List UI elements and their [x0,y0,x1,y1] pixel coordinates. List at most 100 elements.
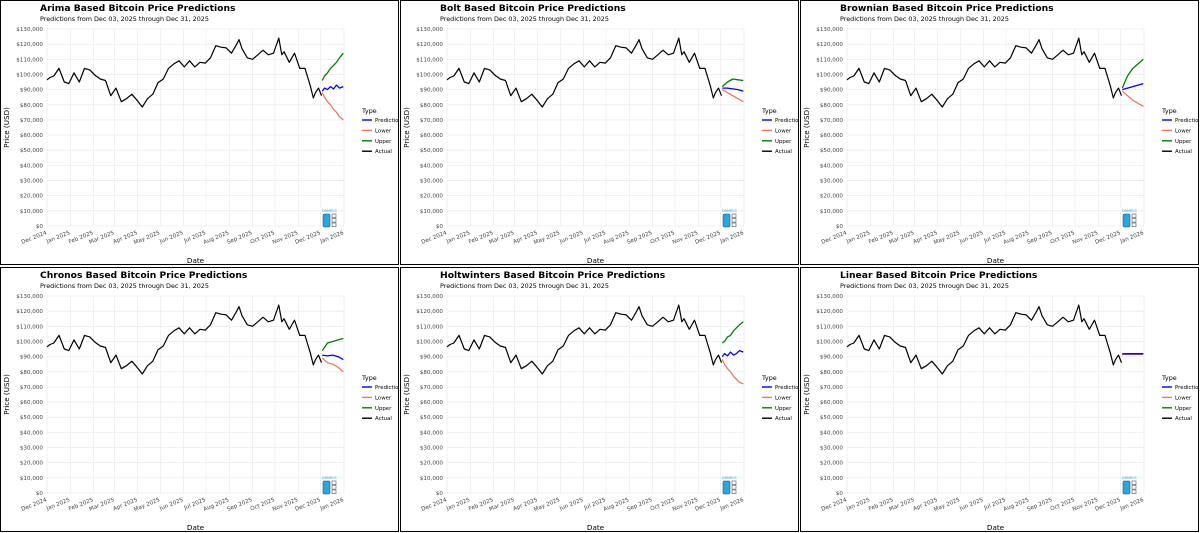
y-tick-label: $0 [36,224,44,230]
chart-svg: $0 $10,000 $20,000 $30,000 $40,000 $50,000 $60… [2,294,398,531]
x-tick-label: May 2025 [133,497,161,513]
series-line-lower [721,89,744,103]
chart-svg: $0 $10,000 $20,000 $30,000 $40,000 $50,000 $60… [802,27,1199,264]
y-tick-label: $30,000 [20,179,44,185]
y-tick-label: $40,000 [820,430,844,436]
y-tick-label: $80,000 [420,370,444,376]
y-tick-label: $120,000 [816,309,843,315]
chart-title: Bolt Based Bitcoin Price Predictions [440,3,626,14]
x-tick-label: Sep 2025 [1026,230,1053,246]
series-line-actual [46,304,323,375]
series-line-lower [721,359,744,385]
legend-entry-label: Prediction [375,118,399,124]
series-line-actual [846,304,1123,375]
chart-title: Linear Based Bitcoin Price Predictions [840,270,1038,281]
watermark-device-icon [1122,213,1131,228]
y-tick-label: $10,000 [20,476,44,482]
legend-entry-label: Prediction [775,385,799,391]
y-axis-label: Price (USD) [2,374,11,415]
watermark-block-icon [731,213,737,218]
watermark-block-icon [1131,489,1137,494]
chart-panel: $0 $10,000 $20,000 $30,000 $40,000 $50,000 $60… [400,267,799,532]
x-axis-label: Date [187,256,205,265]
watermark-label: DRMRCS [722,476,737,480]
watermark-device-icon [722,480,731,495]
x-tick-label: Dec 2024 [421,230,449,246]
watermark-label: DRMRCS [1122,209,1137,213]
x-tick-label: Jan 2025 [845,497,871,512]
y-tick-label: $60,000 [20,400,44,406]
y-tick-label: $50,000 [820,415,844,421]
x-tick-label: Aug 2025 [603,497,631,513]
legend-title: Type [761,374,777,382]
watermark-label: DRMRCS [722,209,737,213]
y-axis-label: Price (USD) [402,107,411,148]
chart-panel: $0 $10,000 $20,000 $30,000 $40,000 $50,000 $60… [400,0,799,265]
y-tick-label: $100,000 [416,339,443,345]
y-tick-label: $0 [436,491,444,497]
legend-entry-label: Actual [775,149,792,155]
legend-entry-label: Actual [775,416,792,422]
legend-title: Type [361,374,377,382]
y-tick-label: $30,000 [420,179,444,185]
x-tick-label: Aug 2025 [1003,230,1031,246]
y-tick-label: $20,000 [420,461,444,467]
y-tick-label: $0 [36,491,44,497]
chart-title: Brownian Based Bitcoin Price Predictions [840,3,1054,14]
y-tick-label: $30,000 [20,446,44,452]
legend-entry-label: Actual [1175,416,1192,422]
series-line-actual [846,37,1123,108]
legend-entry-label: Upper [775,406,792,412]
y-tick-label: $20,000 [820,461,844,467]
x-tick-label: Jan 2026 [319,230,345,245]
legend-entry-label: Prediction [1175,118,1199,124]
x-tick-label: Sep 2025 [1026,497,1053,513]
series-line-upper [321,52,344,81]
legend-entry-label: Prediction [1175,385,1199,391]
y-tick-label: $100,000 [816,339,843,345]
chart-subtitle: Predictions from Dec 03, 2025 through De… [840,15,1009,23]
x-tick-label: Dec 2025 [1094,497,1122,513]
y-tick-label: $90,000 [820,88,844,94]
y-tick-label: $40,000 [420,163,444,169]
x-tick-label: Dec 2025 [294,497,322,513]
watermark-block-icon [731,489,737,494]
y-tick-label: $110,000 [16,324,43,330]
x-tick-label: Aug 2025 [203,230,231,246]
series-line-lower [321,357,344,373]
chart-subtitle: Predictions from Dec 03, 2025 through De… [440,15,609,23]
chart-svg: $0 $10,000 $20,000 $30,000 $40,000 $50,000 $60… [802,294,1199,531]
y-axis-label: Price (USD) [802,374,811,415]
y-axis-label: Price (USD) [2,107,11,148]
legend-entry-label: Upper [775,139,792,145]
x-tick-label: Dec 2024 [421,497,449,513]
series-line-prediction [321,84,344,92]
y-tick-label: $120,000 [16,309,43,315]
chart-subtitle: Predictions from Dec 03, 2025 through De… [840,282,1009,290]
legend-entry-label: Lower [375,128,392,134]
x-tick-label: Sep 2025 [626,497,653,513]
legend-entry-label: Upper [375,139,392,145]
y-tick-label: $110,000 [816,57,843,63]
chart-title: Holtwinters Based Bitcoin Price Predicti… [440,270,666,281]
watermark-label: DRMRCS [322,209,337,213]
y-tick-label: $20,000 [20,461,44,467]
watermark-device-icon [322,480,331,495]
watermark-label: DRMRCS [322,476,337,480]
y-tick-label: $10,000 [820,209,844,215]
y-tick-label: $80,000 [20,103,44,109]
chart-panel: $0 $10,000 $20,000 $30,000 $40,000 $50,000 $60… [800,0,1199,265]
legend-entry-label: Lower [775,395,792,401]
legend-entry-label: Prediction [775,118,799,124]
series-line-upper [721,321,744,344]
x-tick-label: Jan 2025 [45,230,71,245]
y-tick-label: $60,000 [420,400,444,406]
y-tick-label: $90,000 [420,355,444,361]
legend-entry-label: Actual [375,149,392,155]
watermark-block-icon [731,485,737,490]
y-tick-label: $80,000 [420,103,444,109]
y-tick-label: $120,000 [416,309,443,315]
y-tick-label: $120,000 [816,42,843,48]
y-tick-label: $30,000 [820,179,844,185]
y-tick-label: $50,000 [820,148,844,154]
